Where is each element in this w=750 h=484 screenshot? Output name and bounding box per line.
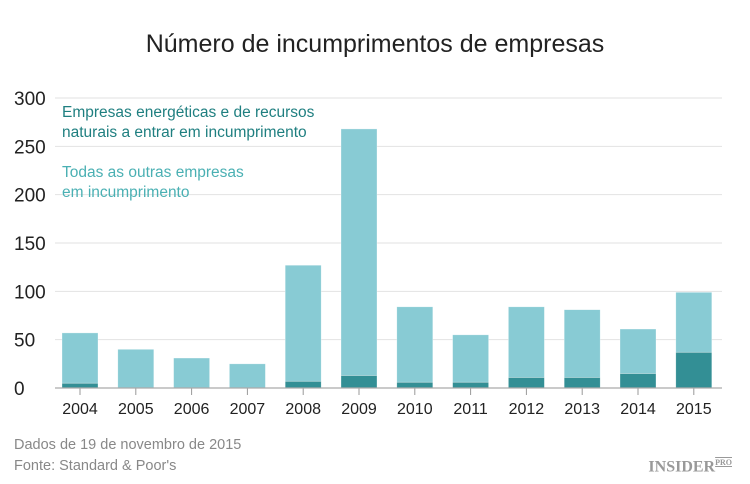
x-tick-label: 2005 (118, 401, 154, 418)
bar-energy-2011 (452, 381, 489, 389)
x-tick-label: 2015 (676, 401, 712, 418)
legend-other-line1: Todas as outras empresas (62, 164, 244, 181)
x-tick-label: 2010 (397, 401, 433, 418)
y-tick-label: 200 (14, 186, 46, 207)
legend-energy-line2: naturais a entrar em incumprimento (62, 124, 307, 141)
bar-other-2006 (173, 357, 210, 389)
y-tick-label: 0 (14, 379, 25, 400)
x-tick-label: 2006 (174, 401, 210, 418)
x-tick-label: 2011 (453, 401, 488, 418)
y-tick-label: 300 (14, 89, 46, 110)
footer-date: Dados de 19 de novembro de 2015 (14, 437, 242, 453)
x-tick-label: 2008 (285, 401, 321, 418)
bar-energy-2014 (619, 373, 657, 389)
legend-energy-line1: Empresas energéticas e de recursos (62, 104, 315, 121)
legend-other: Todas as outras empresas em incumpriment… (62, 163, 244, 203)
bar-energy-2012 (508, 377, 545, 389)
x-tick-label: 2004 (62, 401, 98, 418)
footer-source: Fonte: Standard & Poor's (14, 458, 177, 474)
bar-other-2008 (284, 264, 322, 382)
bar-other-2011 (452, 334, 489, 383)
bar-other-2007 (229, 363, 266, 389)
bar-other-2004 (61, 332, 99, 384)
bar-energy-2010 (396, 381, 434, 389)
x-tick-label: 2012 (509, 401, 545, 418)
bar-energy-2008 (284, 380, 322, 389)
bar-other-2009 (340, 128, 378, 376)
bar-other-2005 (117, 349, 155, 389)
y-tick-label: 100 (14, 282, 46, 303)
insider-pro-logo: INSIDERPRO (648, 458, 732, 476)
bar-other-2010 (396, 306, 434, 383)
chart-title: Número de incumprimentos de empresas (145, 30, 605, 58)
bar-other-2012 (508, 306, 545, 378)
bar-energy-2013 (563, 377, 601, 389)
bar-energy-2009 (340, 375, 378, 389)
bar-other-2013 (563, 309, 601, 378)
bar-energy-2004 (61, 382, 99, 389)
x-tick-label: 2014 (620, 401, 656, 418)
y-tick-label: 50 (14, 331, 35, 352)
y-tick-label: 250 (14, 137, 46, 158)
x-tick-label: 2007 (230, 401, 266, 418)
x-tick-label: 2009 (341, 401, 377, 418)
legend-other-line2: em incumprimento (62, 184, 190, 201)
bar-other-2015 (675, 291, 713, 353)
y-tick-label: 150 (14, 234, 46, 255)
bar-energy-2015 (675, 351, 713, 389)
x-tick-label: 2013 (564, 401, 600, 418)
bar-other-2014 (619, 328, 657, 374)
legend-energy: Empresas energéticas e de recursos natur… (62, 103, 314, 143)
